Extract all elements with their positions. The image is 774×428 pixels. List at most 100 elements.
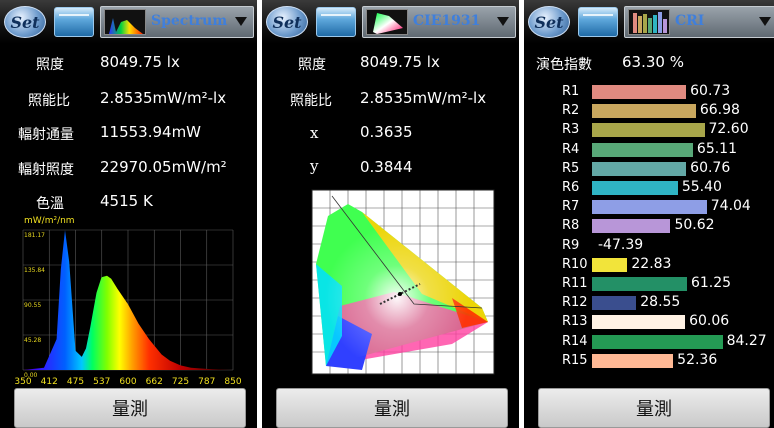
x-tick-label: 537 [93, 377, 110, 387]
y-tick-label: 90.55 [24, 302, 41, 309]
dropdown-arrow-icon [235, 17, 247, 26]
y-value: 0.3844 [360, 158, 413, 176]
cri-bar [592, 104, 696, 119]
irradiance-label: 輻射照度 [18, 162, 74, 178]
folder-icon[interactable] [316, 7, 356, 37]
cri-bar [592, 123, 705, 138]
spectrum-panel: Set Spectrum 照度 8049.75 lx 照能比 2.8535mW [0, 0, 257, 428]
dropdown-arrow-icon [759, 17, 771, 26]
cri-bar [592, 315, 686, 330]
folder-icon[interactable] [578, 7, 618, 37]
cri-row-label: R8 [562, 218, 580, 234]
cri-row-label: R3 [562, 122, 580, 138]
cri-row-label: R13 [562, 314, 588, 330]
measure-button[interactable]: 量測 [14, 388, 246, 428]
cri-row-label: R2 [562, 103, 580, 119]
dropdown-arrow-icon [497, 17, 509, 26]
cri-row-label: R11 [562, 276, 588, 291]
cri-bar-value: 84.27 [726, 332, 767, 349]
cri-bar [592, 257, 628, 272]
cri-bar [592, 353, 674, 368]
illuminance-value: 8049.75 lx [100, 53, 180, 71]
x-label: x [310, 124, 319, 142]
cie-thumbnail-icon [366, 9, 408, 35]
cri-bar [592, 200, 707, 215]
cri-bar-value: -47.39 [598, 236, 644, 253]
cie-chromaticity-diagram [311, 189, 495, 375]
y-tick-label: 0.00 [24, 372, 38, 379]
cri-row-label: R6 [562, 180, 580, 195]
cri-row-label: R4 [562, 141, 580, 157]
cri-row-label: R14 [562, 333, 588, 349]
cri-row-label: R5 [562, 160, 580, 176]
cri-bar [592, 334, 723, 349]
measure-button[interactable]: 量測 [538, 388, 770, 428]
cri-title: 演色指數 [536, 57, 592, 73]
set-button[interactable]: Set [528, 6, 570, 38]
illuminance-label: 照度 [298, 57, 326, 73]
spectrum-area [23, 230, 233, 370]
measure-button[interactable]: 量測 [276, 388, 508, 428]
mode-label: Spectrum [151, 13, 228, 29]
efficacy-value: 2.8535mW/m²-lx [360, 89, 487, 107]
cri-bar-value: 66.98 [699, 102, 740, 119]
cri-bar-value: 50.62 [674, 217, 715, 234]
mode-select[interactable]: Spectrum [100, 6, 254, 38]
cri-row-label: R7 [562, 199, 580, 215]
cri-bar-value: 60.76 [690, 159, 731, 176]
cri-row-label: R15 [562, 352, 588, 368]
cri-bar-value: 60.06 [689, 313, 730, 330]
cri-bar-chart: R1 60.73 R2 66.98 R3 72.60 R4 65.11 R5 60.76 R6 55.… [524, 82, 774, 382]
cri-bar [592, 161, 687, 176]
y-tick-label: 181.17 [24, 232, 45, 239]
folder-icon[interactable] [54, 7, 94, 37]
cct-value: 4515 K [100, 192, 153, 210]
y-label: y [310, 157, 319, 175]
cri-row-label: R9 [562, 237, 580, 253]
x-tick-label: 350 [14, 377, 31, 387]
toolbar: Set CIE1931 [262, 0, 519, 44]
x-tick-label: 412 [41, 377, 58, 387]
set-button[interactable]: Set [4, 6, 46, 38]
spectrum-thumbnail-icon [104, 9, 146, 35]
cri-bar-value: 22.83 [631, 255, 672, 272]
chart-unit-label: mW/m²/nm [24, 216, 75, 226]
cri-bar-value: 55.40 [681, 179, 722, 195]
x-tick-label: 662 [146, 377, 163, 387]
cri-thumbnail-icon [628, 9, 670, 35]
cri-bar [592, 277, 687, 291]
cri-bar-value: 60.73 [690, 83, 731, 99]
spectrum-chart: mW/m²/nm 181.17 135.84 90.55 45.28 0.00 350 4… [14, 216, 241, 387]
cri-bar-value: 52.36 [677, 351, 718, 368]
mode-select[interactable]: CRI [624, 6, 774, 38]
illuminance-label: 照度 [36, 57, 64, 73]
irradiance-value: 22970.05mW/m² [100, 158, 227, 176]
cri-bar [592, 181, 678, 195]
cri-panel: Set CRI 演色指數 63.30 % R1 60.73 R2 66.98 R3 72.… [524, 0, 774, 428]
mode-label: CRI [675, 13, 705, 29]
cie1931-panel: Set CIE1931 照度 8049.75 lx 照能比 2.8535mW/m… [262, 0, 519, 428]
x-tick-label: 475 [67, 377, 84, 387]
chromaticity-point [398, 292, 402, 296]
cri-bar-value: 65.11 [696, 140, 737, 157]
cie-gamut [316, 204, 488, 370]
cri-bar-value: 74.04 [710, 198, 751, 215]
set-button[interactable]: Set [266, 6, 308, 38]
illuminance-value: 8049.75 lx [360, 53, 440, 71]
efficacy-label: 照能比 [28, 93, 70, 109]
toolbar: Set Spectrum [0, 0, 257, 44]
x-tick-label: 725 [172, 377, 189, 387]
toolbar: Set CRI [524, 0, 774, 44]
cri-value: 63.30 % [622, 53, 684, 71]
radiant-flux-value: 11553.94mW [100, 123, 202, 141]
x-tick-label: 600 [119, 377, 136, 387]
cri-bar [592, 219, 671, 234]
efficacy-label: 照能比 [290, 93, 332, 109]
mode-select[interactable]: CIE1931 [362, 6, 516, 38]
radiant-flux-label: 輻射通量 [18, 127, 74, 143]
x-tick-label: 850 [224, 377, 241, 387]
cri-bar-value: 28.55 [640, 294, 681, 311]
cct-label: 色溫 [36, 196, 64, 212]
cri-bar [592, 85, 687, 99]
y-tick-label: 45.28 [24, 337, 41, 344]
